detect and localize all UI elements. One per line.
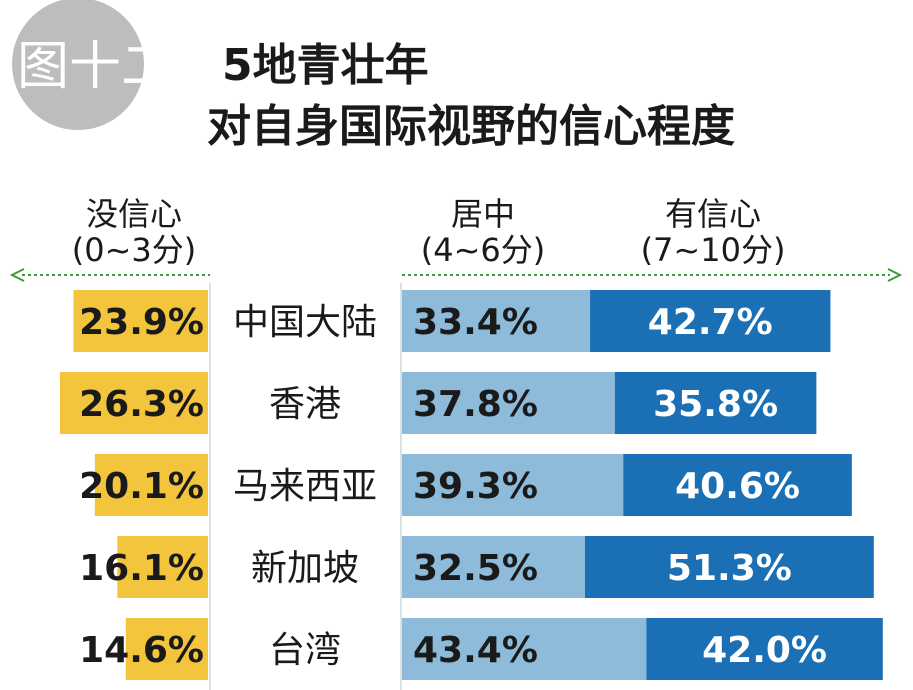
data-label-mid: 32.5% <box>413 548 538 589</box>
figure-label: 图十二 <box>17 37 173 97</box>
bar-pos <box>646 618 883 680</box>
bar-mid <box>402 372 615 434</box>
data-label-pos: 51.3% <box>667 548 792 589</box>
category-label: 台湾 <box>269 630 341 671</box>
data-label-neg: 16.1% <box>79 548 204 589</box>
data-label-neg: 20.1% <box>79 466 204 507</box>
bar-neg <box>125 618 208 680</box>
data-label-neg: 26.3% <box>79 384 204 425</box>
bars: 23.9% 中国大陆 33.4% 42.7% 26.3% 香港 37.8% 35.8% 20.1… <box>59 290 883 680</box>
legend-mid-sublabel: (4~6分) <box>421 231 546 269</box>
direction-arrows <box>9 268 903 282</box>
chart-title-line2: 对自身国际视野的信心程度 <box>207 101 735 152</box>
bar-neg <box>94 454 208 516</box>
legend-neg-sublabel: (0~3分) <box>72 231 197 269</box>
legend-pos-name: 有信心 <box>665 195 761 233</box>
left-arrow-head <box>9 268 25 282</box>
data-label-pos: 40.6% <box>675 466 800 507</box>
figure-badge <box>12 0 144 130</box>
data-label-pos: 42.7% <box>648 302 773 343</box>
bar-mid <box>402 290 591 352</box>
bar-mid <box>402 618 647 680</box>
legend-pos-sublabel: (7~10分) <box>641 231 786 269</box>
category-label: 新加坡 <box>251 548 359 589</box>
bar-pos <box>590 290 831 352</box>
data-label-pos: 35.8% <box>653 384 778 425</box>
right-arrow-head <box>887 268 903 282</box>
data-label-mid: 33.4% <box>413 302 538 343</box>
bar-mid <box>402 454 624 516</box>
data-label-mid: 39.3% <box>413 466 538 507</box>
bar-mid <box>402 536 585 598</box>
bar-neg <box>117 536 208 598</box>
legend-neg-name: 没信心 <box>86 195 182 233</box>
category-label: 马来西亚 <box>233 466 377 507</box>
data-label-mid: 37.8% <box>413 384 538 425</box>
category-label: 中国大陆 <box>233 302 377 343</box>
data-label-pos: 42.0% <box>702 630 827 671</box>
data-label-neg: 14.6% <box>79 630 204 671</box>
category-label: 香港 <box>269 384 341 425</box>
bar-pos <box>623 454 852 516</box>
bar-pos <box>584 536 874 598</box>
bar-neg <box>59 372 208 434</box>
legend-mid-name: 居中 <box>451 195 515 233</box>
chart-title-line1: 5地青壮年 <box>222 40 429 91</box>
bar-pos <box>614 372 817 434</box>
data-label-neg: 23.9% <box>79 302 204 343</box>
data-label-mid: 43.4% <box>413 630 538 671</box>
bar-neg <box>73 290 209 352</box>
